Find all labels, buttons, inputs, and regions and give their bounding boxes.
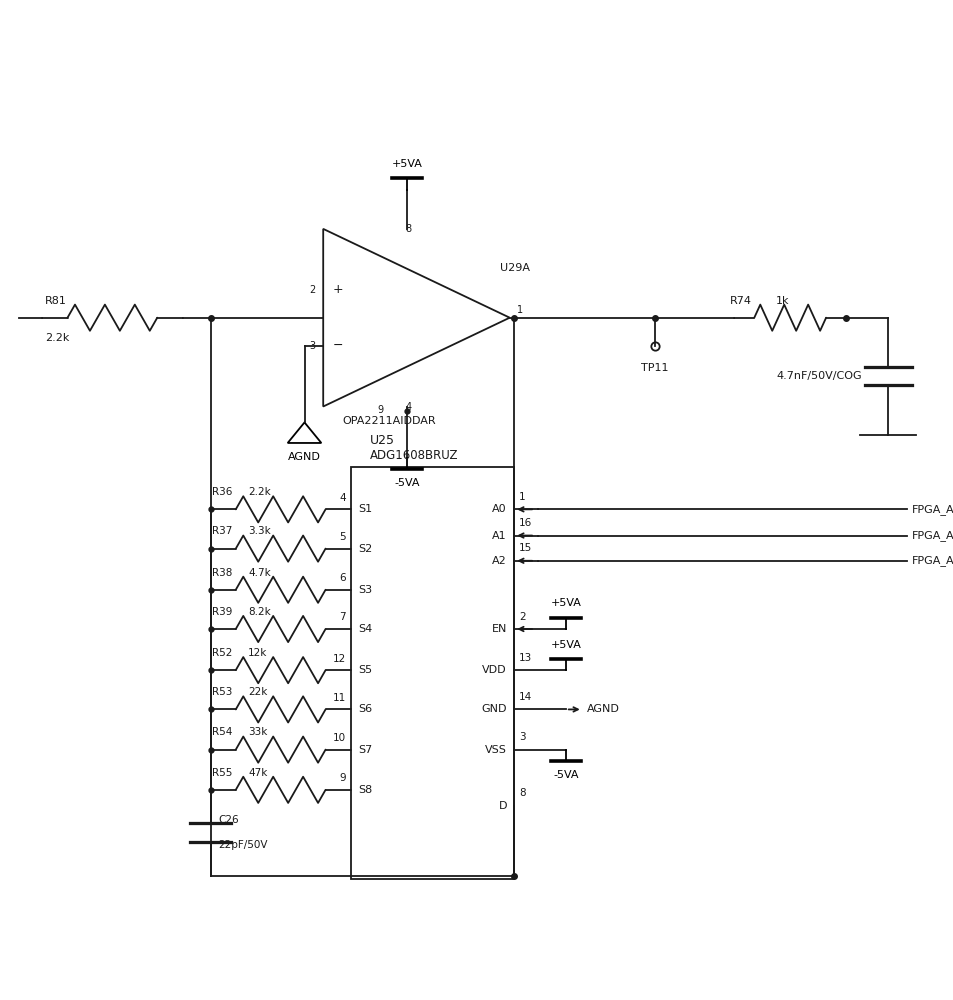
- Text: R74: R74: [729, 296, 751, 306]
- Text: R81: R81: [45, 296, 67, 306]
- Text: R38: R38: [213, 568, 233, 578]
- Text: OPA2211AIDDAR: OPA2211AIDDAR: [341, 416, 436, 426]
- Text: 12: 12: [333, 654, 346, 664]
- Text: GND: GND: [481, 704, 506, 714]
- Text: R37: R37: [213, 526, 233, 536]
- Text: AGND: AGND: [288, 452, 320, 462]
- Text: R36: R36: [213, 487, 233, 497]
- Text: 3: 3: [310, 341, 315, 351]
- Text: +5VA: +5VA: [550, 598, 580, 608]
- Text: 1: 1: [517, 305, 523, 315]
- Text: VDD: VDD: [482, 665, 506, 675]
- Text: 10: 10: [333, 733, 346, 743]
- Text: A1: A1: [492, 531, 506, 541]
- Text: 22pF/50V: 22pF/50V: [218, 840, 267, 850]
- Text: R52: R52: [213, 648, 233, 658]
- Text: A2: A2: [492, 556, 506, 566]
- Text: 4: 4: [405, 402, 411, 412]
- Text: S5: S5: [358, 665, 372, 675]
- Text: EN: EN: [491, 624, 506, 634]
- Text: 8.2k: 8.2k: [248, 607, 271, 617]
- Text: 7: 7: [339, 612, 346, 622]
- Text: 13: 13: [518, 653, 532, 663]
- Text: 15: 15: [518, 543, 532, 553]
- Text: 33k: 33k: [248, 727, 267, 737]
- Text: 22k: 22k: [248, 687, 267, 697]
- Text: ADG1608BRUZ: ADG1608BRUZ: [369, 449, 457, 462]
- Text: R54: R54: [213, 727, 233, 737]
- Text: FPGA_AMP_P1_CTRL2: FPGA_AMP_P1_CTRL2: [911, 555, 953, 566]
- Text: S2: S2: [358, 544, 372, 554]
- Text: FPGA_AMP_P1_CTRL0: FPGA_AMP_P1_CTRL0: [911, 504, 953, 515]
- Text: 2.2k: 2.2k: [248, 487, 271, 497]
- Text: FPGA_AMP_P1_CTRL1: FPGA_AMP_P1_CTRL1: [911, 530, 953, 541]
- Text: −: −: [333, 339, 343, 352]
- Text: 8: 8: [405, 224, 411, 234]
- Text: U29A: U29A: [500, 263, 530, 273]
- Text: S4: S4: [358, 624, 372, 634]
- Text: C26: C26: [218, 815, 238, 825]
- Text: +: +: [333, 283, 343, 296]
- Text: 6: 6: [339, 573, 346, 583]
- Text: 16: 16: [518, 518, 532, 528]
- Text: +5VA: +5VA: [550, 640, 580, 650]
- Text: R39: R39: [213, 607, 233, 617]
- Text: 1k: 1k: [776, 296, 789, 306]
- Text: 11: 11: [333, 693, 346, 703]
- Text: 4.7nF/50V/COG: 4.7nF/50V/COG: [776, 371, 861, 381]
- Text: S6: S6: [358, 704, 372, 714]
- Text: R53: R53: [213, 687, 233, 697]
- Text: 1: 1: [518, 492, 525, 502]
- Text: S3: S3: [358, 585, 372, 595]
- Text: R55: R55: [213, 768, 233, 778]
- Text: 3.3k: 3.3k: [248, 526, 271, 536]
- Text: D: D: [497, 801, 506, 811]
- Text: -5VA: -5VA: [553, 770, 578, 780]
- Text: TP11: TP11: [640, 363, 668, 373]
- Text: S1: S1: [358, 504, 372, 514]
- Bar: [351, 467, 514, 879]
- Text: U25: U25: [369, 434, 395, 447]
- Text: 2: 2: [518, 612, 525, 622]
- Text: 14: 14: [518, 692, 532, 702]
- Text: 4: 4: [339, 493, 346, 503]
- Text: 3: 3: [518, 732, 525, 742]
- Text: 47k: 47k: [248, 768, 267, 778]
- Text: 5: 5: [339, 532, 346, 542]
- Text: S8: S8: [358, 785, 372, 795]
- Text: 9: 9: [339, 773, 346, 783]
- Text: -5VA: -5VA: [394, 478, 419, 488]
- Text: VSS: VSS: [484, 745, 506, 755]
- Text: 4.7k: 4.7k: [248, 568, 271, 578]
- Text: A0: A0: [492, 504, 506, 514]
- Text: 2: 2: [309, 285, 315, 295]
- Text: 12k: 12k: [248, 648, 267, 658]
- Text: +5VA: +5VA: [391, 159, 422, 169]
- Text: 8: 8: [518, 788, 525, 798]
- Text: 2.2k: 2.2k: [45, 333, 70, 343]
- Text: 9: 9: [377, 405, 383, 415]
- Text: S7: S7: [358, 745, 372, 755]
- Text: AGND: AGND: [587, 704, 619, 714]
